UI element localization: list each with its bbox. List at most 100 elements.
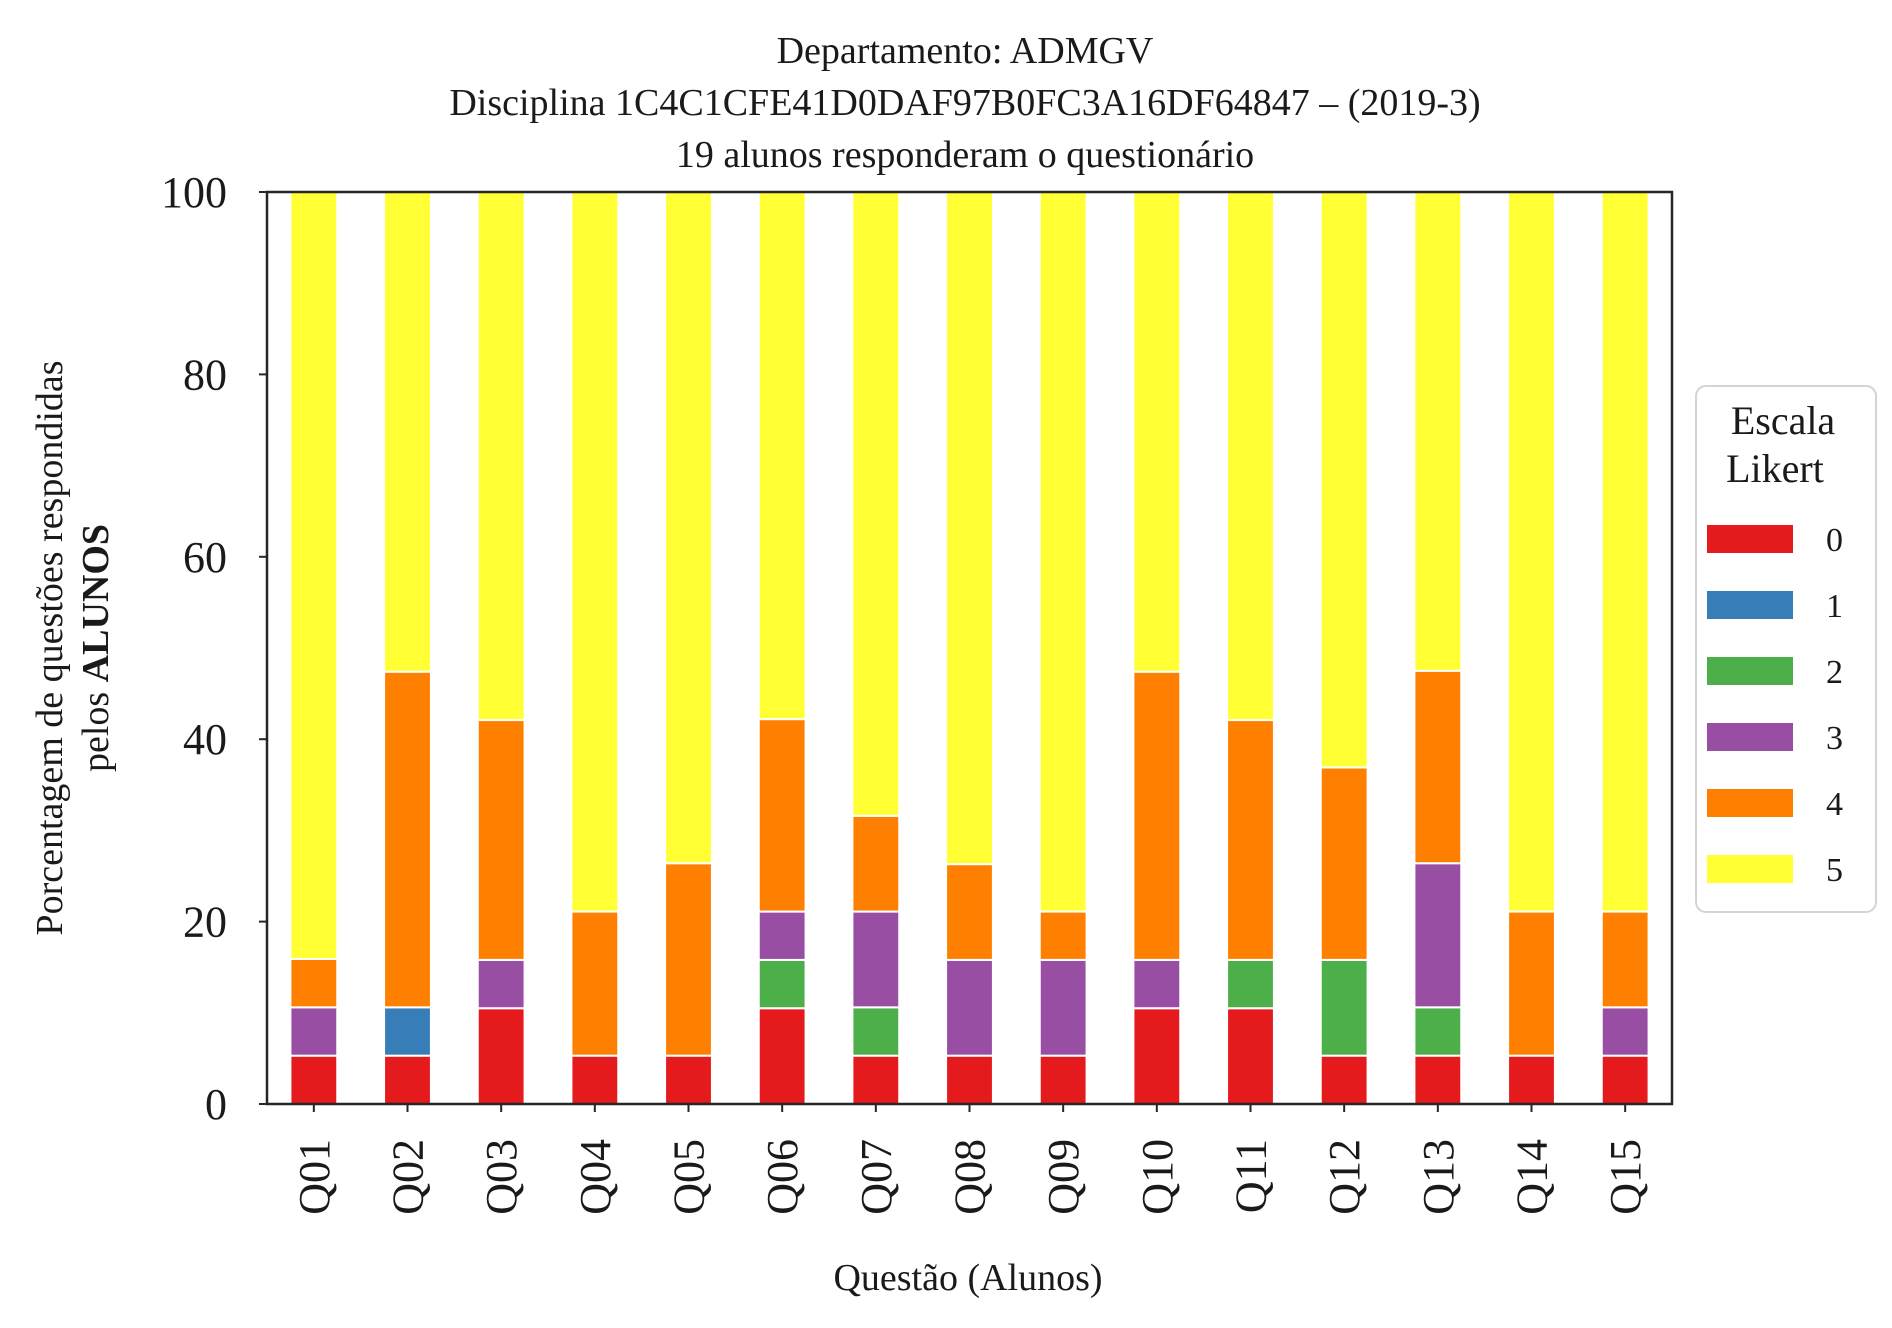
x-tick-label: Q07 (852, 1139, 901, 1215)
bar-segment-q09-likert-3 (1038, 958, 1088, 1057)
bar-segment-q01-likert-4 (289, 957, 339, 1009)
bar-segment-q15-likert-0 (1600, 1054, 1650, 1105)
bar-segment-q02-likert-4 (383, 670, 432, 1009)
legend-label-2: 2 (1826, 654, 1843, 691)
bar-segment-q06-likert-0 (757, 1007, 807, 1105)
bar-segment-q12-likert-0 (1319, 1054, 1369, 1105)
bar-segment-q15-likert-5 (1600, 191, 1650, 913)
x-tick-label: Q06 (758, 1139, 807, 1215)
bar-segment-q03-likert-3 (476, 958, 526, 1010)
legend-label-4: 4 (1826, 786, 1843, 823)
chart-title-line-1: Departamento: ADMGV (777, 30, 1154, 72)
y-axis-title-prefix: pelos (75, 682, 117, 772)
x-tick-label: Q15 (1601, 1139, 1650, 1215)
legend-label-3: 3 (1826, 720, 1843, 757)
y-tick-label: 80 (183, 350, 227, 399)
legend-swatch-1 (1707, 591, 1793, 619)
bar-segment-q10-likert-0 (1132, 1007, 1182, 1105)
x-tick-label: Q01 (290, 1139, 339, 1215)
bar-segment-q09-likert-5 (1038, 191, 1088, 913)
y-axis-title-bold: ALUNOS (75, 524, 117, 682)
y-tick-label: 20 (183, 898, 227, 947)
x-tick-label: Q08 (946, 1139, 995, 1215)
x-tick-label: Q10 (1133, 1139, 1182, 1215)
bar-segment-q02-likert-0 (383, 1054, 432, 1105)
legend: Escala Likert 0 1 2 3 4 5 (1695, 385, 1877, 913)
bar-segment-q12-likert-4 (1319, 766, 1369, 961)
bar-segment-q05-likert-0 (664, 1054, 713, 1105)
bar-segment-q07-likert-5 (851, 191, 901, 817)
bar-segment-q10-likert-5 (1132, 191, 1182, 673)
bar-segment-q03-likert-0 (476, 1007, 526, 1105)
bar-segment-q12-likert-5 (1319, 190, 1369, 769)
plot-frame (265, 190, 1674, 1106)
chart-title-line-3: 19 alunos responderam o questionário (676, 134, 1254, 176)
x-tick-label: Q02 (384, 1139, 433, 1215)
bar-segment-q06-likert-4 (757, 718, 807, 913)
y-axis-title: Porcentagem de questões respondidas pelo… (29, 360, 117, 935)
bar-segment-q07-likert-4 (851, 814, 901, 913)
bar-segment-q08-likert-0 (945, 1054, 994, 1105)
legend-swatch-2 (1707, 657, 1793, 685)
y-tick-label: 60 (183, 533, 227, 582)
legend-swatch-4 (1707, 789, 1793, 817)
bars-group (289, 190, 1650, 1105)
bar-segment-q09-likert-4 (1038, 910, 1088, 961)
bar-segment-q14-likert-4 (1507, 910, 1556, 1057)
bar-segment-q04-likert-5 (570, 191, 620, 913)
y-tick-label: 100 (161, 168, 227, 217)
bar-segment-q10-likert-4 (1132, 670, 1182, 961)
bar-segment-q08-likert-4 (945, 863, 994, 961)
x-tick-label: Q12 (1320, 1139, 1369, 1215)
bar-segment-q13-likert-4 (1413, 669, 1463, 865)
bar-segment-q14-likert-5 (1507, 191, 1556, 913)
bar-segment-q05-likert-5 (664, 190, 713, 865)
bar-segment-q14-likert-0 (1507, 1054, 1556, 1105)
y-axis-ticks: 0 20 40 60 80 100 (161, 168, 267, 1129)
x-tick-label: Q05 (665, 1139, 714, 1215)
bar-segment-q11-likert-0 (1226, 1007, 1275, 1105)
bar-segment-q15-likert-4 (1600, 910, 1650, 1009)
bar-segment-q13-likert-2 (1413, 1006, 1463, 1057)
bar-segment-q07-likert-3 (851, 910, 901, 1009)
bar-segment-q02-likert-5 (383, 191, 432, 673)
bar-segment-q03-likert-4 (476, 719, 526, 961)
bar-segment-q06-likert-2 (757, 958, 807, 1010)
bar-segment-q08-likert-5 (945, 191, 994, 866)
legend-frame (1695, 385, 1877, 913)
bar-segment-q13-likert-3 (1413, 862, 1463, 1009)
bar-segment-q06-likert-5 (757, 190, 807, 721)
bar-segment-q11-likert-5 (1226, 191, 1275, 722)
legend-title-line-2: Likert (1726, 446, 1824, 491)
bar-segment-q11-likert-2 (1226, 958, 1275, 1010)
legend-swatch-0 (1707, 525, 1793, 553)
y-tick-label: 40 (183, 715, 227, 764)
x-axis-ticks: Q01 Q02 Q03 Q04 Q05 Q06 Q07 Q08 Q09 Q10 Q11 Q12 Q13 Q… (290, 1104, 1650, 1215)
legend-label-5: 5 (1826, 852, 1843, 889)
bar-segment-q06-likert-3 (757, 910, 807, 961)
legend-items: 0 1 2 3 4 5 (1707, 522, 1843, 889)
bar-segment-q11-likert-4 (1226, 719, 1275, 961)
bar-segment-q03-likert-5 (476, 191, 526, 722)
bar-segment-q08-likert-3 (945, 958, 994, 1057)
legend-swatch-5 (1707, 855, 1793, 883)
bar-segment-q15-likert-3 (1600, 1006, 1650, 1057)
legend-title-line-1: Escala (1731, 398, 1836, 443)
bar-segment-q13-likert-0 (1413, 1054, 1463, 1105)
x-tick-label: Q09 (1039, 1139, 1088, 1215)
x-tick-label: Q03 (477, 1139, 526, 1215)
bar-segment-q10-likert-3 (1132, 958, 1182, 1010)
bar-segment-q07-likert-0 (851, 1054, 901, 1105)
bar-segment-q04-likert-0 (570, 1054, 620, 1105)
x-tick-label: Q14 (1508, 1139, 1557, 1215)
bar-segment-q09-likert-0 (1038, 1054, 1088, 1105)
legend-swatch-3 (1707, 723, 1793, 751)
legend-label-0: 0 (1826, 522, 1843, 559)
bar-segment-q02-likert-1 (383, 1006, 432, 1057)
y-axis-title-line-2: pelos ALUNOS (75, 524, 117, 772)
y-axis-title-line-1: Porcentagem de questões respondidas (29, 360, 71, 935)
bar-segment-q01-likert-5 (289, 190, 339, 960)
bar-segment-q01-likert-3 (289, 1006, 339, 1057)
